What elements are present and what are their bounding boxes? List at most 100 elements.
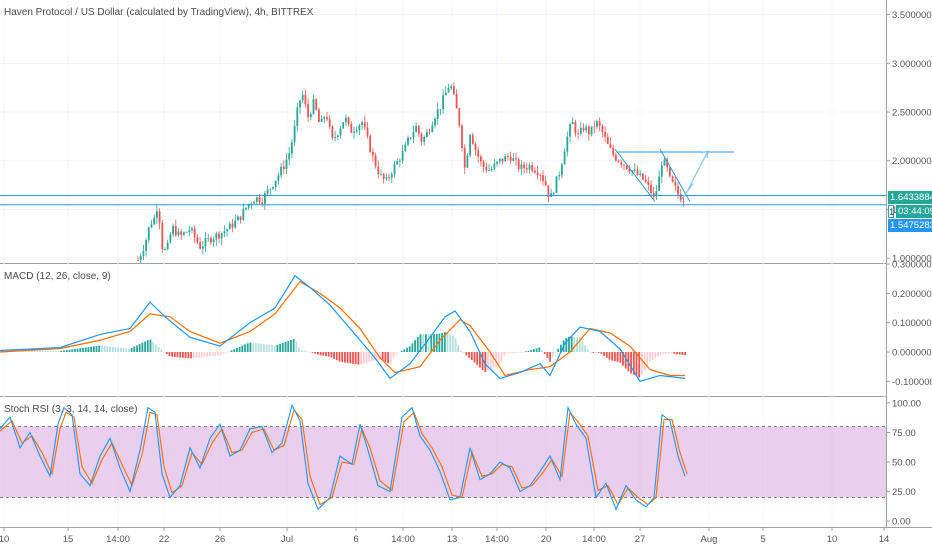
macd-histogram-bar [82, 347, 84, 352]
macd-histogram-bar [662, 352, 665, 355]
candle-up [280, 166, 282, 176]
candle-up [339, 128, 342, 136]
macd-histogram-bar [600, 352, 603, 354]
macd-histogram-bar [465, 352, 468, 356]
candle-up [442, 95, 444, 110]
macd-histogram-bar [584, 345, 587, 352]
macd-histogram-bar [492, 352, 495, 369]
macd-histogram-bar [317, 352, 319, 355]
macd-histogram-bar [279, 343, 281, 352]
candle-up [188, 230, 191, 232]
candle-down [180, 231, 183, 235]
candle-down [674, 181, 677, 186]
macd-histogram-bar [560, 344, 562, 352]
macd-histogram-bar [595, 352, 597, 353]
macd-histogram-bar [225, 352, 227, 353]
candle-down [577, 133, 579, 135]
macd-histogram-bar [543, 352, 546, 354]
macd-histogram-bar [103, 346, 106, 352]
candle-up [361, 122, 363, 126]
candle-down [531, 164, 534, 171]
macd-histogram-bar [36, 350, 38, 352]
candle-down [231, 223, 234, 228]
price-axis[interactable]: 3.50000000 3.00000000 2.50000000 2.00000000… [886, 10, 932, 528]
candle-down [547, 185, 550, 198]
candle-up [255, 197, 258, 202]
candle-up [237, 216, 239, 221]
price-axis-label: 1.00000000 [892, 254, 932, 265]
candle-up [571, 122, 574, 125]
macd-histogram-bar [416, 336, 419, 352]
candle-up [563, 151, 566, 165]
candle-up [439, 109, 442, 110]
macd-histogram-bar [373, 352, 376, 361]
candle-up [245, 207, 247, 210]
macd-histogram-bar [587, 349, 589, 352]
macd-axis-label: 0.20000000 [892, 289, 932, 300]
candle-up [247, 203, 250, 208]
candle-down [363, 122, 366, 128]
stoch-pane[interactable] [0, 403, 886, 511]
macd-histogram-bar [546, 352, 549, 358]
candle-up [242, 209, 245, 220]
candle-up [183, 232, 185, 235]
macd-pane-title: MACD (12, 26, close, 9) [4, 271, 111, 282]
macd-histogram-bar [514, 352, 516, 353]
macd-histogram-bar [481, 352, 484, 370]
macd-histogram-bar [79, 348, 82, 352]
time-axis[interactable]: 10 15 14:00 22 26 Jul 6 14:00 13 14:00 20 14:00 27 Au… [0, 527, 889, 545]
macd-histogram-bar [292, 338, 295, 352]
candle-up [234, 220, 237, 228]
macd-histogram-bar [87, 347, 90, 352]
macd-histogram-bar [511, 352, 514, 354]
time-label: 22 [159, 534, 170, 545]
stoch-axis-label: 50.00 [892, 458, 916, 469]
candle-down [671, 176, 674, 182]
candle-down [542, 175, 544, 182]
candle-down [377, 166, 380, 175]
macd-histogram-bar [670, 352, 673, 354]
candle-up [520, 164, 523, 170]
candle-up [353, 131, 355, 133]
macd-histogram-bar [519, 352, 522, 353]
price-pane[interactable] [0, 82, 886, 264]
macd-histogram-bar [273, 345, 276, 352]
macd-pane[interactable] [0, 274, 686, 383]
macd-histogram-bar [281, 342, 284, 352]
candle-up [639, 173, 642, 175]
macd-histogram-bar [681, 352, 684, 355]
macd-histogram-bar [195, 352, 198, 358]
candle-up [164, 249, 166, 250]
macd-axis-label: 0.10000000 [892, 318, 932, 329]
candle-up [336, 135, 339, 137]
macd-histogram-bar [290, 339, 292, 352]
candle-down [315, 99, 318, 110]
macd-histogram-bar [160, 349, 163, 352]
candle-up [450, 86, 453, 89]
candle-up [552, 192, 555, 194]
candle-down [625, 165, 628, 169]
candle-up [493, 163, 496, 169]
macd-histogram-bar [68, 349, 71, 352]
candle-up [355, 130, 358, 132]
macd-histogram-bar [173, 352, 176, 357]
macd-histogram-bar [257, 343, 260, 352]
candle-down [458, 108, 461, 126]
macd-histogram-bar [344, 352, 346, 363]
macd-histogram-bar [551, 352, 554, 358]
stoch-pane-title: Stoch RSI (3, 3, 14, 14, close) [4, 404, 138, 415]
candle-up [558, 175, 561, 177]
candle-up [444, 92, 447, 96]
candle-up [436, 109, 439, 119]
macd-histogram-bar [524, 351, 527, 352]
candle-up [147, 227, 150, 241]
candle-up [166, 242, 169, 250]
candle-down [677, 185, 679, 195]
candle-down [482, 161, 485, 167]
candle-down [620, 161, 623, 165]
macd-histogram-bar [306, 351, 308, 352]
macd-histogram-bar [406, 347, 408, 352]
macd-histogram-bar [446, 333, 449, 352]
macd-histogram-bar [244, 344, 246, 352]
